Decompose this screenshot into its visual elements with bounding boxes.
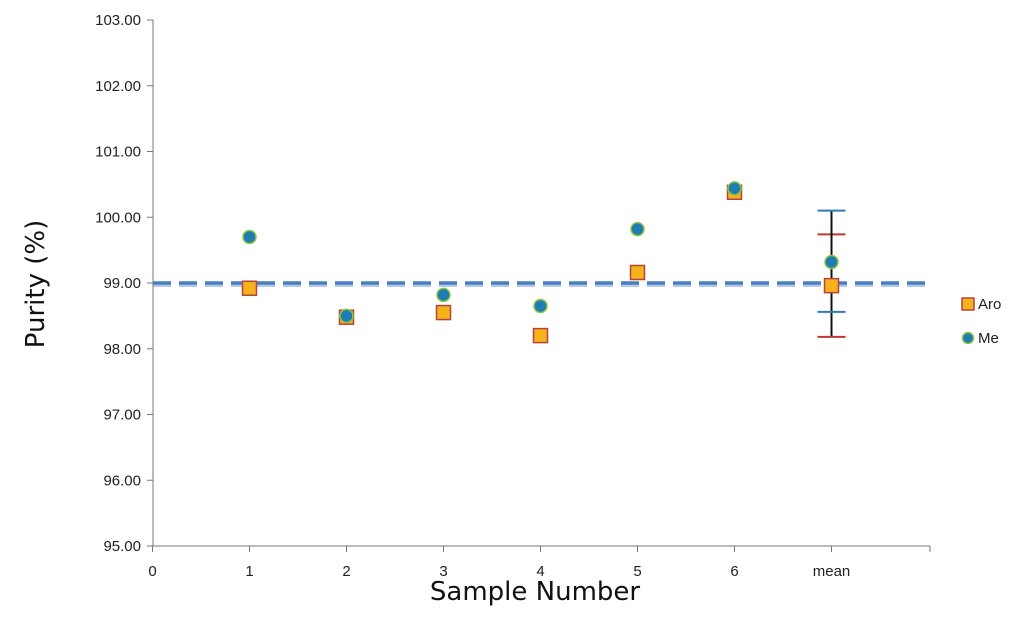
data-point-aro <box>532 327 549 344</box>
data-point-me <box>242 229 257 245</box>
x-tick-label: mean <box>813 563 851 580</box>
data-point-aro <box>823 277 840 294</box>
y-tick-label: 102.00 <box>95 78 141 95</box>
y-tick-label: 103.00 <box>95 12 141 29</box>
data-point-me <box>436 287 451 303</box>
x-tick-label: 2 <box>342 563 350 580</box>
x-tick-label: 6 <box>730 563 738 580</box>
data-point-aro <box>435 304 452 321</box>
y-tick-label: 97.00 <box>103 407 141 424</box>
legend-marker-me <box>961 331 975 345</box>
legend: Aro Me <box>961 296 1001 347</box>
y-tick-label: 95.00 <box>103 538 141 555</box>
y-tick-label: 100.00 <box>95 209 141 226</box>
data-point-aro <box>241 280 258 297</box>
y-tick-label: 96.00 <box>103 472 141 489</box>
data-point-me <box>630 221 645 237</box>
x-tick-label: 0 <box>148 563 156 580</box>
x-tick-label: 1 <box>245 563 253 580</box>
axes-group: 95.0096.0097.0098.0099.00100.00101.00102… <box>95 12 931 580</box>
y-tick-label: 101.00 <box>95 144 141 161</box>
data-point-aro <box>629 264 646 281</box>
error-bars-group <box>817 209 846 338</box>
y-tick-label: 99.00 <box>103 275 141 292</box>
x-tick-label: 5 <box>633 563 641 580</box>
legend-marker-aro <box>961 297 975 311</box>
y-tick-label: 98.00 <box>103 341 141 358</box>
x-axis-title: Sample Number <box>430 577 641 607</box>
data-point-me <box>339 308 354 324</box>
legend-label-me: Me <box>978 330 999 347</box>
data-point-me <box>727 181 742 196</box>
data-point-me <box>824 254 839 270</box>
x-tick-label: 4 <box>536 563 544 580</box>
legend-label-aro: Aro <box>978 296 1001 313</box>
y-axis-title: Purity (%) <box>21 220 51 348</box>
reference-line-group <box>153 281 930 287</box>
x-tick-label: 3 <box>439 563 447 580</box>
data-point-me <box>533 298 548 314</box>
data-points-group <box>241 181 840 344</box>
